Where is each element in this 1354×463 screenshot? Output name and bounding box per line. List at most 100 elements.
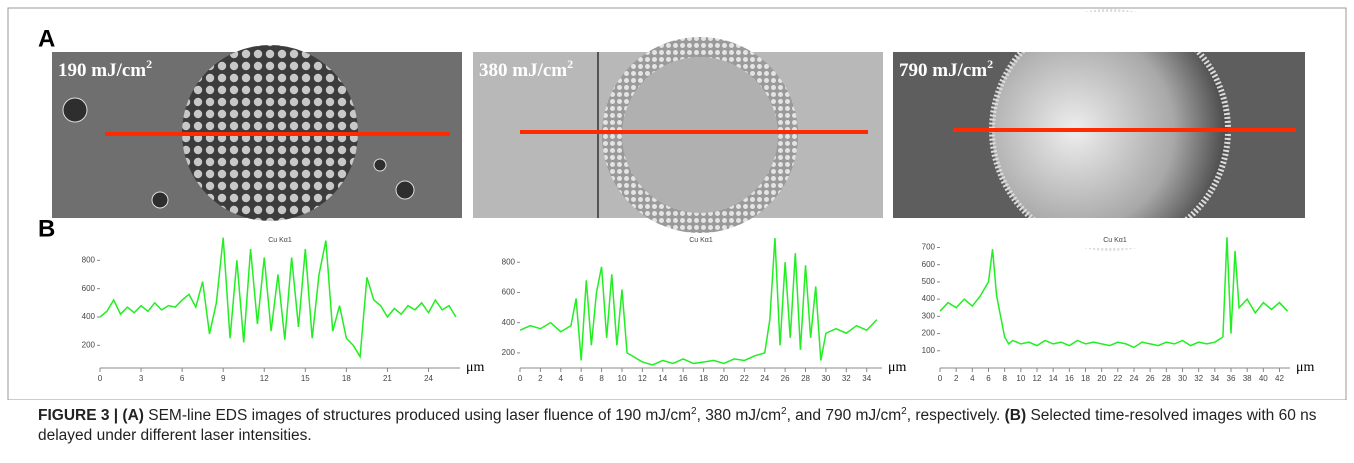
x-tick-label: 2 — [538, 374, 543, 383]
x-tick-label: 38 — [1243, 374, 1252, 383]
label-text: 190 mJ/cm — [58, 60, 146, 81]
x-tick-label: 14 — [658, 374, 667, 383]
y-tick-label: 600 — [922, 260, 936, 269]
x-tick-label: 22 — [740, 374, 749, 383]
y-tick-label: 200 — [502, 348, 516, 357]
x-tick-label: 24 — [1130, 374, 1139, 383]
image-label: 380 mJ/cm2 — [479, 57, 573, 82]
x-tick-label: 4 — [559, 374, 564, 383]
label-sup: 2 — [987, 57, 993, 71]
x-tick-label: 26 — [1146, 374, 1155, 383]
x-tick-label: 21 — [383, 374, 392, 383]
caption-text: (B) — [1004, 407, 1027, 424]
y-tick-label: 100 — [922, 346, 936, 355]
y-tick-label: 800 — [82, 255, 96, 264]
caption-text: 2 — [901, 405, 907, 417]
y-tick-label: 600 — [502, 288, 516, 297]
y-tick-label: 300 — [922, 311, 936, 320]
x-tick-label: 8 — [599, 374, 604, 383]
x-tick-label: 28 — [801, 374, 810, 383]
x-tick-label: 20 — [1097, 374, 1106, 383]
x-tick-label: 24 — [424, 374, 433, 383]
x-axis-label: μm — [888, 360, 907, 375]
data-line — [99, 237, 457, 360]
chart-title: Cu Kα1 — [1103, 237, 1127, 244]
caption-text: , and 790 mJ/cm — [786, 407, 902, 424]
x-tick-label: 34 — [862, 374, 871, 383]
chart-title: Cu Kα1 — [689, 237, 713, 244]
x-tick-label: 6 — [180, 374, 185, 383]
x-tick-label: 30 — [1178, 374, 1187, 383]
data-line — [939, 237, 1289, 349]
x-tick-label: 20 — [719, 374, 728, 383]
x-tick-label: 8 — [1002, 374, 1007, 383]
x-tick-label: 6 — [579, 374, 584, 383]
y-tick-label: 400 — [82, 312, 96, 321]
x-tick-label: 12 — [638, 374, 647, 383]
x-tick-label: 30 — [821, 374, 830, 383]
y-tick-label: 500 — [922, 277, 936, 286]
y-tick-label: 200 — [922, 329, 936, 338]
x-tick-label: 4 — [970, 374, 975, 383]
x-tick-label: 0 — [98, 374, 103, 383]
caption-text: 2 — [781, 405, 787, 417]
x-tick-label: 6 — [986, 374, 991, 383]
image-label: 190 mJ/cm2 — [58, 57, 152, 82]
x-tick-label: 0 — [518, 374, 523, 383]
x-tick-label: 14 — [1049, 374, 1058, 383]
x-tick-label: 32 — [1194, 374, 1203, 383]
x-tick-label: 24 — [760, 374, 769, 383]
y-tick-label: 200 — [82, 340, 96, 349]
x-tick-label: 26 — [781, 374, 790, 383]
x-tick-label: 3 — [139, 374, 144, 383]
sem-image — [473, 37, 883, 233]
x-tick-label: 9 — [221, 374, 226, 383]
label-text: 790 mJ/cm — [899, 60, 987, 81]
panel-label: A — [38, 25, 55, 52]
y-tick-label: 800 — [502, 257, 516, 266]
image-label: 790 mJ/cm2 — [899, 57, 993, 82]
x-tick-label: 10 — [1016, 374, 1025, 383]
x-tick-label: 32 — [842, 374, 851, 383]
sem-image — [893, 9, 1305, 251]
x-tick-label: 36 — [1227, 374, 1236, 383]
chart-title: Cu Kα1 — [268, 237, 292, 244]
x-axis-label: μm — [466, 360, 485, 375]
x-tick-label: 2 — [954, 374, 959, 383]
sem-image — [52, 45, 462, 221]
x-tick-label: 42 — [1275, 374, 1284, 383]
x-tick-label: 12 — [1033, 374, 1042, 383]
y-tick-label: 600 — [82, 284, 96, 293]
y-tick-label: 700 — [922, 243, 936, 252]
caption-text: SEM-line EDS images of structures produc… — [143, 407, 692, 424]
x-tick-label: 16 — [1065, 374, 1074, 383]
x-tick-label: 10 — [618, 374, 627, 383]
caption-text: , 380 mJ/cm — [696, 407, 781, 424]
data-line — [519, 237, 878, 366]
x-tick-label: 28 — [1162, 374, 1171, 383]
caption-text: 2 — [691, 405, 697, 417]
figure-border — [7, 7, 1347, 400]
x-tick-label: 16 — [679, 374, 688, 383]
y-tick-label: 400 — [922, 294, 936, 303]
y-tick-label: 400 — [502, 318, 516, 327]
x-axis-label: μm — [1296, 360, 1315, 375]
caption-text: Selected time-resolved images with 60 ns… — [38, 407, 1317, 444]
caption-text: FIGURE 3 | (A) — [38, 407, 144, 424]
x-tick-label: 12 — [260, 374, 269, 383]
x-tick-label: 18 — [342, 374, 351, 383]
x-tick-label: 0 — [938, 374, 943, 383]
x-tick-label: 34 — [1210, 374, 1219, 383]
x-tick-label: 22 — [1113, 374, 1122, 383]
x-tick-label: 40 — [1259, 374, 1268, 383]
x-tick-label: 18 — [699, 374, 708, 383]
caption: FIGURE 3 | (A) SEM-line EDS images of st… — [38, 406, 1328, 446]
x-tick-label: 15 — [301, 374, 310, 383]
label-sup: 2 — [567, 57, 573, 71]
caption-text: , respectively. — [906, 407, 1005, 424]
x-tick-label: 18 — [1081, 374, 1090, 383]
label-text: 380 mJ/cm — [479, 60, 567, 81]
label-sup: 2 — [146, 57, 152, 71]
